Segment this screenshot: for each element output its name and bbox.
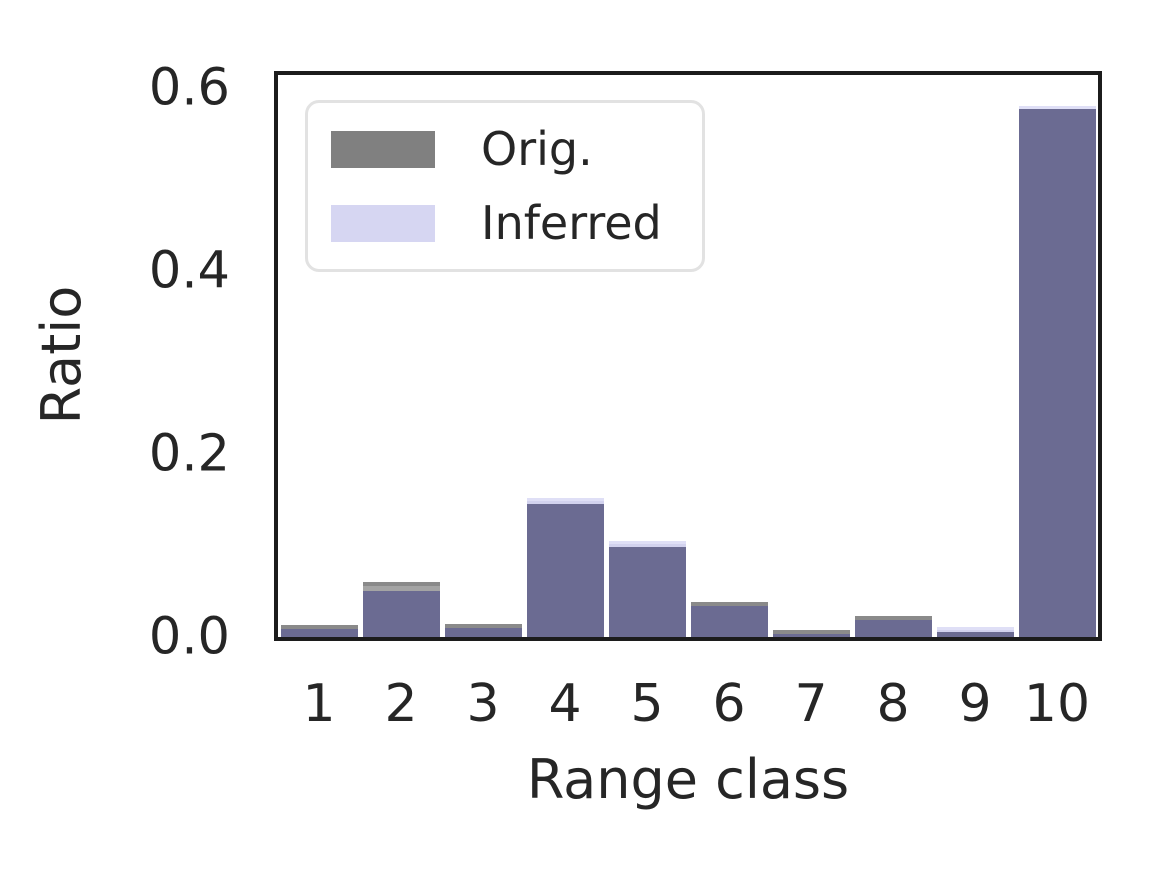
bar-overlap-segment xyxy=(690,606,768,637)
bar-group-6 xyxy=(690,75,768,637)
bar-overlap-segment xyxy=(444,628,522,637)
legend-row-inferred: Inferred xyxy=(331,200,702,246)
bar-overlap-segment xyxy=(362,591,440,637)
bar-group-8 xyxy=(854,75,932,637)
bar-cap-inferred xyxy=(936,627,1014,632)
bar-overlap-segment xyxy=(526,504,604,637)
x-tick-label-10: 10 xyxy=(1023,674,1091,734)
bars-layer xyxy=(278,75,1098,637)
bar-overlap-segment xyxy=(280,629,358,637)
legend-swatch-inferred xyxy=(331,204,435,242)
bar-cap-inferred xyxy=(526,498,604,504)
x-tick-label-5: 5 xyxy=(630,674,664,734)
y-tick-label-0.4: 0.4 xyxy=(148,241,230,301)
y-axis-title: Ratio xyxy=(30,285,93,425)
legend: Orig. Inferred xyxy=(305,100,705,272)
legend-row-orig: Orig. xyxy=(331,126,702,172)
bar-cap-orig xyxy=(772,630,850,634)
bar-cap-orig xyxy=(444,624,522,628)
y-tick-label-0.2: 0.2 xyxy=(148,424,230,484)
bar-cap-orig xyxy=(280,625,358,629)
bar-overlap-segment xyxy=(608,547,686,637)
x-tick-label-6: 6 xyxy=(712,674,746,734)
x-tick-label-3: 3 xyxy=(466,674,500,734)
bar-overlap-segment xyxy=(854,620,932,637)
bar-group-10 xyxy=(1018,75,1096,637)
bar-group-3 xyxy=(444,75,522,637)
bar-group-1 xyxy=(280,75,358,637)
y-tick-label-0.6: 0.6 xyxy=(148,58,230,118)
x-tick-label-2: 2 xyxy=(384,674,418,734)
legend-label-inferred: Inferred xyxy=(481,196,662,250)
x-tick-label-4: 4 xyxy=(548,674,582,734)
x-tick-label-1: 1 xyxy=(302,674,336,734)
bar-group-7 xyxy=(772,75,850,637)
bar-group-5 xyxy=(608,75,686,637)
legend-swatch-orig xyxy=(331,130,435,168)
x-tick-label-7: 7 xyxy=(794,674,828,734)
bar-cap-inferred xyxy=(1018,106,1096,109)
bar-overlap-segment xyxy=(772,634,850,637)
legend-label-orig: Orig. xyxy=(481,122,593,176)
bar-cap-inferred xyxy=(608,541,686,547)
y-tick-label-0.0: 0.0 xyxy=(148,607,230,667)
x-axis-title: Range class xyxy=(526,748,850,811)
bar-group-2 xyxy=(362,75,440,637)
x-tick-label-9: 9 xyxy=(958,674,992,734)
bar-group-9 xyxy=(936,75,1014,637)
bar-overlap-segment xyxy=(1018,109,1096,637)
bar-group-4 xyxy=(526,75,604,637)
bar-cap-orig xyxy=(362,582,440,591)
bar-cap-orig xyxy=(854,616,932,620)
bar-overlap-segment xyxy=(936,632,1014,637)
x-tick-label-8: 8 xyxy=(876,674,910,734)
bar-cap-orig xyxy=(690,602,768,606)
